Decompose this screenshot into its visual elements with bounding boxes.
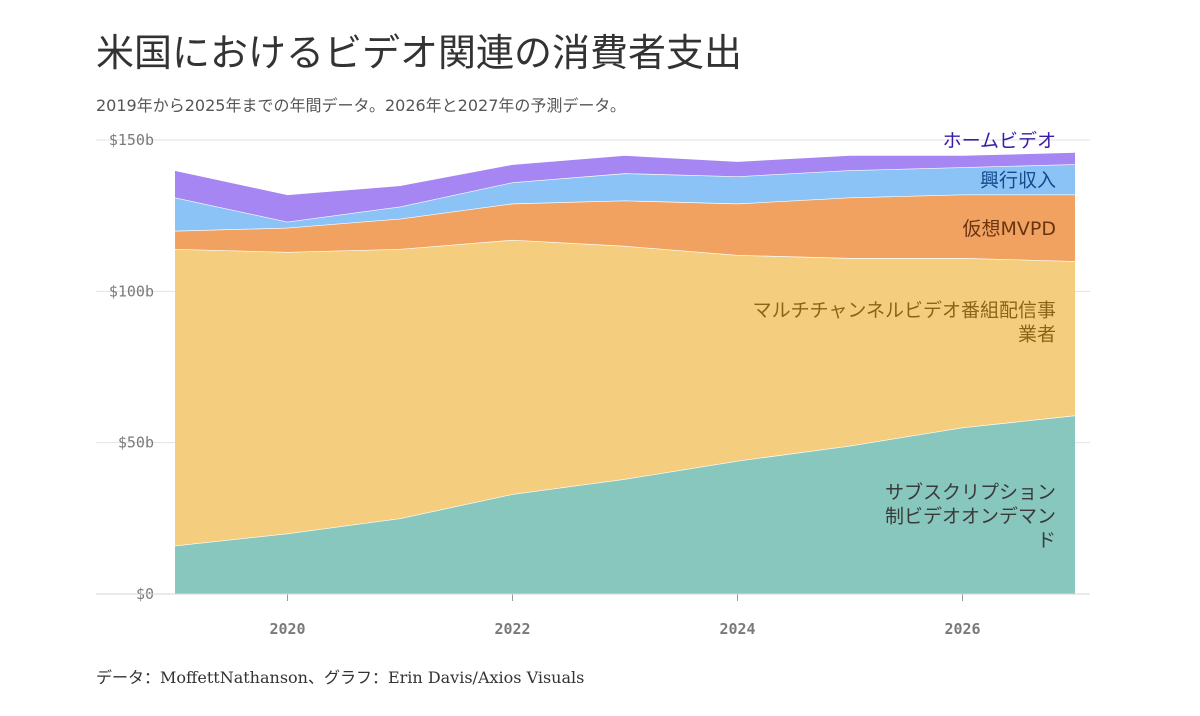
x-tick-label-3: 2026 xyxy=(944,620,980,638)
chart-title: 米国におけるビデオ関連の消費者支出 xyxy=(96,31,743,75)
series-label-line: 制ビデオオンデマン xyxy=(885,505,1056,527)
area-series xyxy=(174,151,1076,594)
source-credit: データ：MoffettNathanson、グラフ：Erin Davis/Axio… xyxy=(96,668,585,687)
series-label-vmvpd: 仮想MVPD xyxy=(963,218,1056,240)
area-box_office xyxy=(175,164,1075,231)
series-label-line: ド xyxy=(1037,529,1056,551)
area-vmvpd xyxy=(175,194,1075,262)
area-svod xyxy=(175,415,1075,594)
series-label-line: マルチチャンネルビデオ番組配信事 xyxy=(753,300,1056,322)
series-label-line: 業者 xyxy=(1018,324,1056,346)
y-tick-label-3: $150b xyxy=(109,131,154,149)
y-tick-label-2: $100b xyxy=(109,282,154,300)
series-labels: サブスクリプション制ビデオオンデマンド マルチチャンネルビデオ番組配信事業者 仮想M… xyxy=(753,130,1056,551)
series-label-mvpd: マルチチャンネルビデオ番組配信事業者 xyxy=(753,300,1056,346)
x-tick-label-0: 2020 xyxy=(269,620,305,638)
series-label-home_video: ホームビデオ xyxy=(943,130,1056,152)
x-tick-label-2: 2024 xyxy=(719,620,755,638)
chart-subtitle: 2019年から2025年までの年間データ。2026年と2027年の予測データ。 xyxy=(96,96,626,115)
area-home_video xyxy=(175,152,1075,222)
series-label-line: 興行収入 xyxy=(980,169,1056,191)
series-label-line: ホームビデオ xyxy=(943,130,1056,152)
y-tick-label-1: $50b xyxy=(118,434,154,452)
area-mvpd xyxy=(175,239,1075,546)
series-label-line: サブスクリプション xyxy=(885,480,1056,503)
x-tick-label-1: 2022 xyxy=(494,620,530,638)
series-label-line: 仮想MVPD xyxy=(963,218,1056,240)
series-label-svod: サブスクリプション制ビデオオンデマンド xyxy=(885,480,1056,551)
area-edge-home_video xyxy=(174,151,1076,196)
series-label-box_office: 興行収入 xyxy=(980,169,1056,191)
